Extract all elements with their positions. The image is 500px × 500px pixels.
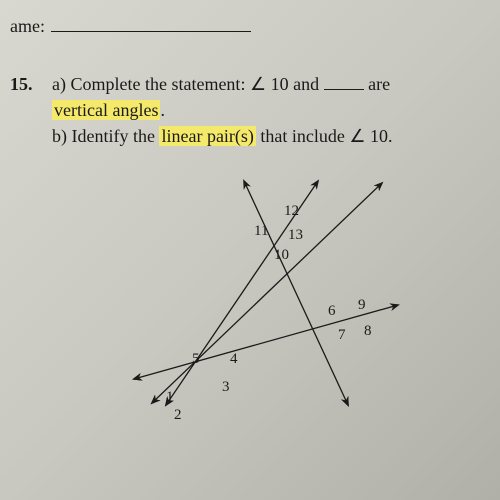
angle-label-6: 6: [328, 301, 336, 323]
highlight-vertical-angles: vertical angles: [52, 100, 160, 120]
angle-label-8: 8: [364, 321, 372, 343]
name-blank-line: [51, 14, 251, 32]
angle-label-7: 7: [338, 325, 346, 347]
fill-blank: [324, 72, 364, 90]
angle-diagram: 12111310697854312: [126, 173, 406, 423]
name-row: ame:: [10, 14, 480, 37]
angle-symbol-b: ∠: [349, 126, 365, 146]
angle-label-13: 13: [288, 225, 303, 247]
part-b: b) Identify the linear pair(s) that incl…: [52, 123, 480, 149]
period: .: [160, 100, 165, 120]
angle-10-b: 10.: [370, 126, 393, 146]
angle-label-12: 12: [284, 201, 299, 223]
problem-number: 15.: [10, 71, 38, 423]
highlight-linear-pair: linear pair(s): [159, 126, 255, 146]
angle-label-11: 11: [254, 221, 268, 243]
part-b-suffix: that include: [256, 126, 349, 146]
angle-10-text: 10 and: [271, 74, 324, 94]
are-word: are: [364, 74, 390, 94]
name-label: ame:: [10, 16, 45, 37]
part-a: a) Complete the statement: ∠ 10 and are …: [52, 71, 480, 123]
angle-label-2: 2: [174, 405, 182, 427]
angle-label-5: 5: [192, 349, 200, 371]
angle-label-1: 1: [166, 387, 174, 409]
angle-label-3: 3: [222, 377, 230, 399]
angle-label-9: 9: [358, 295, 366, 317]
part-b-prefix: b) Identify the: [52, 126, 159, 146]
angle-label-10: 10: [274, 245, 289, 267]
problem-body: a) Complete the statement: ∠ 10 and are …: [52, 71, 480, 423]
part-a-prefix: a) Complete the statement:: [52, 74, 250, 94]
problem-15: 15. a) Complete the statement: ∠ 10 and …: [10, 71, 480, 423]
angle-label-4: 4: [230, 349, 238, 371]
worksheet-paper: ame: 15. a) Complete the statement: ∠ 10…: [0, 0, 500, 500]
angle-symbol: ∠: [250, 74, 266, 94]
